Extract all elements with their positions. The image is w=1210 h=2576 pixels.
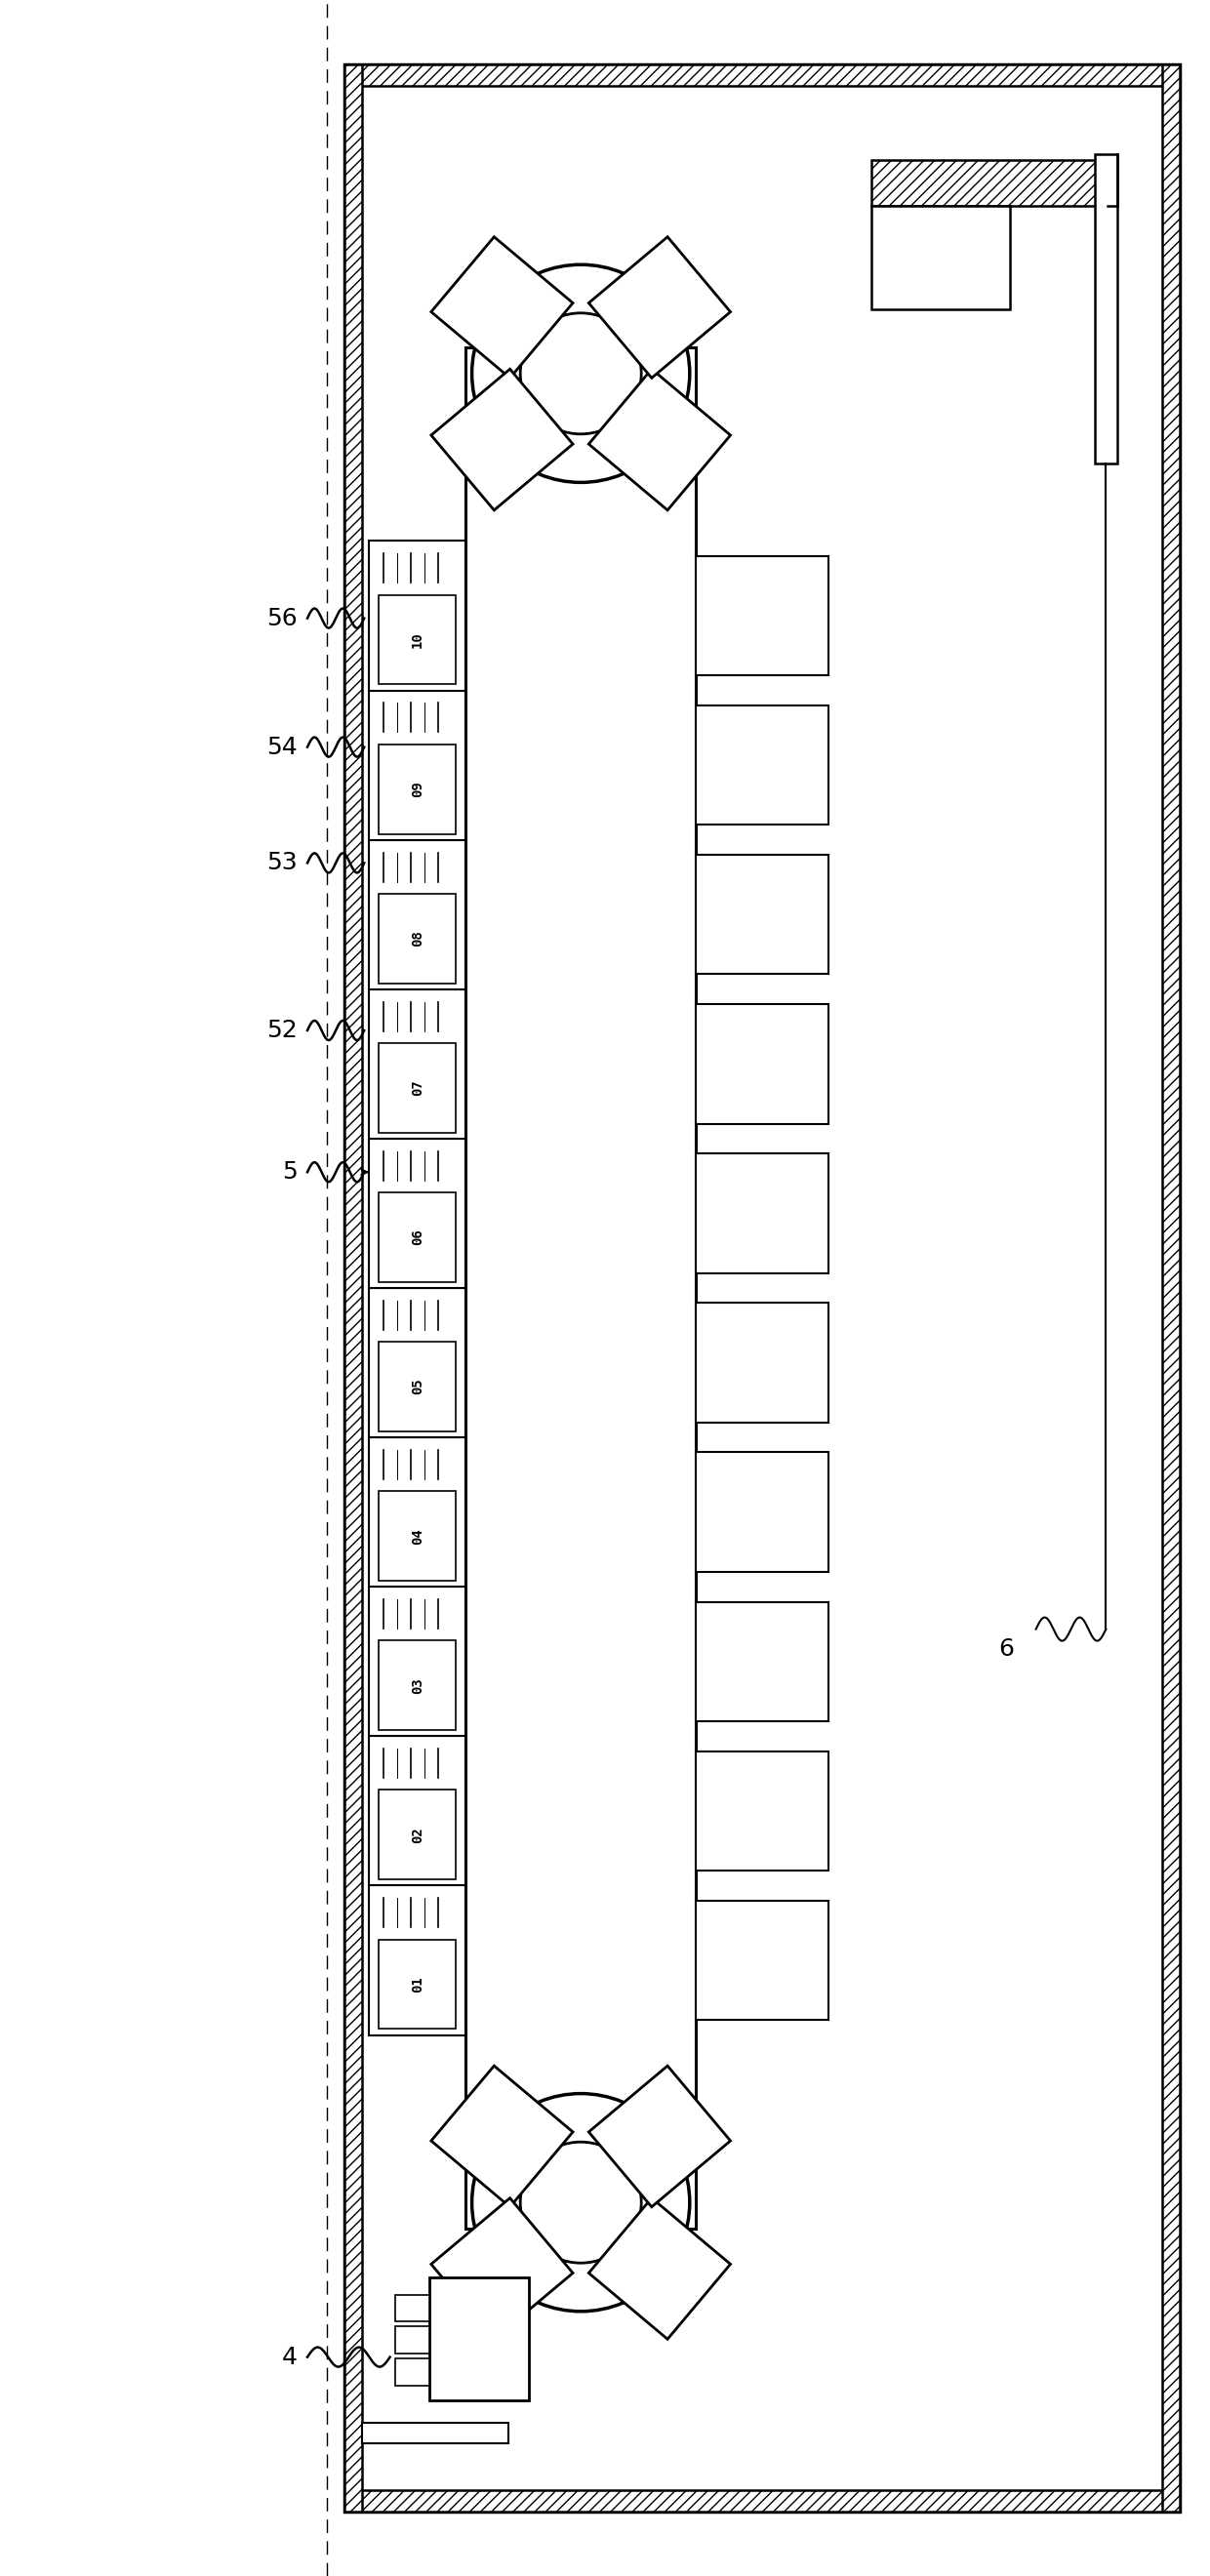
Bar: [379, 1342, 456, 1432]
Bar: [379, 894, 456, 984]
Bar: [1095, 155, 1117, 464]
Bar: [379, 595, 456, 685]
Bar: [696, 1303, 829, 1422]
Text: 04: 04: [410, 1528, 425, 1543]
Bar: [696, 1752, 829, 1870]
Polygon shape: [589, 2066, 731, 2208]
Text: 02: 02: [410, 1826, 425, 1842]
Circle shape: [520, 314, 641, 433]
Polygon shape: [431, 237, 572, 379]
Bar: [696, 1005, 829, 1123]
Text: 08: 08: [410, 930, 425, 945]
Bar: [369, 690, 466, 840]
Text: 4: 4: [282, 2344, 298, 2370]
Bar: [379, 744, 456, 835]
Text: 10: 10: [410, 631, 425, 647]
Text: 6: 6: [998, 1636, 1014, 1662]
Bar: [345, 64, 1180, 85]
Bar: [696, 556, 829, 675]
Bar: [369, 1437, 466, 1587]
Text: 52: 52: [266, 1018, 298, 1043]
Bar: [430, 2277, 529, 2401]
Circle shape: [520, 2143, 641, 2262]
Text: 54: 54: [266, 734, 298, 760]
Bar: [394, 2295, 430, 2321]
Bar: [345, 64, 362, 2512]
Polygon shape: [589, 368, 731, 510]
Bar: [345, 2491, 1180, 2512]
Bar: [379, 1193, 456, 1283]
Bar: [871, 206, 1010, 309]
Bar: [696, 1154, 829, 1273]
Text: 07: 07: [410, 1079, 425, 1095]
Bar: [362, 2424, 508, 2445]
Bar: [345, 64, 1180, 2512]
Text: 56: 56: [266, 605, 298, 631]
Bar: [1163, 64, 1180, 2512]
Bar: [369, 1587, 466, 1736]
Polygon shape: [431, 368, 572, 510]
Bar: [394, 2326, 430, 2354]
Text: 06: 06: [410, 1229, 425, 1244]
Text: 53: 53: [266, 850, 298, 876]
Bar: [696, 1602, 829, 1721]
Polygon shape: [589, 2197, 731, 2339]
Bar: [369, 1288, 466, 1437]
Text: 03: 03: [410, 1677, 425, 1692]
Polygon shape: [431, 2197, 572, 2339]
Bar: [369, 1736, 466, 1886]
Circle shape: [472, 2094, 690, 2311]
Bar: [871, 160, 1107, 206]
Text: 5: 5: [282, 1159, 298, 1185]
Polygon shape: [589, 237, 731, 379]
Bar: [466, 348, 696, 2228]
Bar: [696, 706, 829, 824]
Bar: [696, 855, 829, 974]
Bar: [394, 2360, 430, 2385]
Bar: [369, 1139, 466, 1288]
Bar: [379, 1790, 456, 1880]
Bar: [379, 1940, 456, 2030]
Bar: [379, 1641, 456, 1731]
Bar: [369, 541, 466, 690]
Bar: [696, 1901, 829, 2020]
Text: 01: 01: [410, 1976, 425, 1991]
Bar: [696, 1453, 829, 1571]
Bar: [369, 989, 466, 1139]
Bar: [379, 1492, 456, 1582]
Bar: [369, 840, 466, 989]
Polygon shape: [431, 2066, 572, 2208]
Bar: [369, 1886, 466, 2035]
Text: 05: 05: [410, 1378, 425, 1394]
Text: 09: 09: [410, 781, 425, 796]
Circle shape: [472, 265, 690, 482]
Bar: [379, 1043, 456, 1133]
